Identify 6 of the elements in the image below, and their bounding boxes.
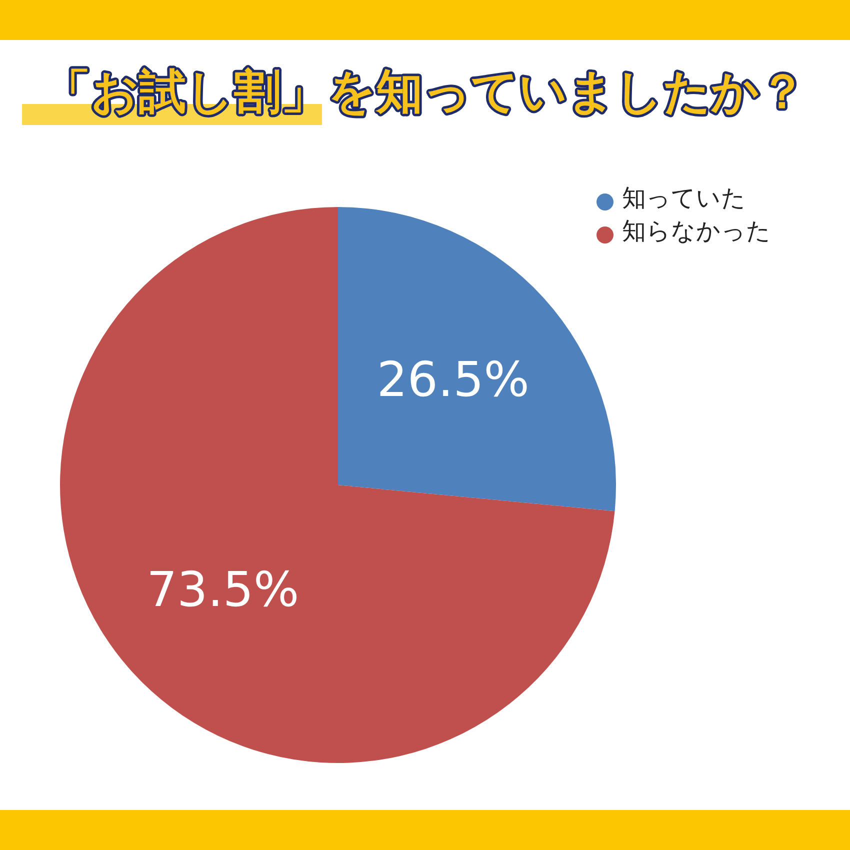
pie-slice: [60, 207, 615, 762]
data-label: 73.5%: [146, 562, 300, 618]
data-label: 26.5%: [376, 352, 530, 408]
legend-label: 知っていた: [622, 184, 746, 212]
legend-label: 知らなかった: [622, 217, 771, 245]
pie-slice: [338, 207, 616, 512]
